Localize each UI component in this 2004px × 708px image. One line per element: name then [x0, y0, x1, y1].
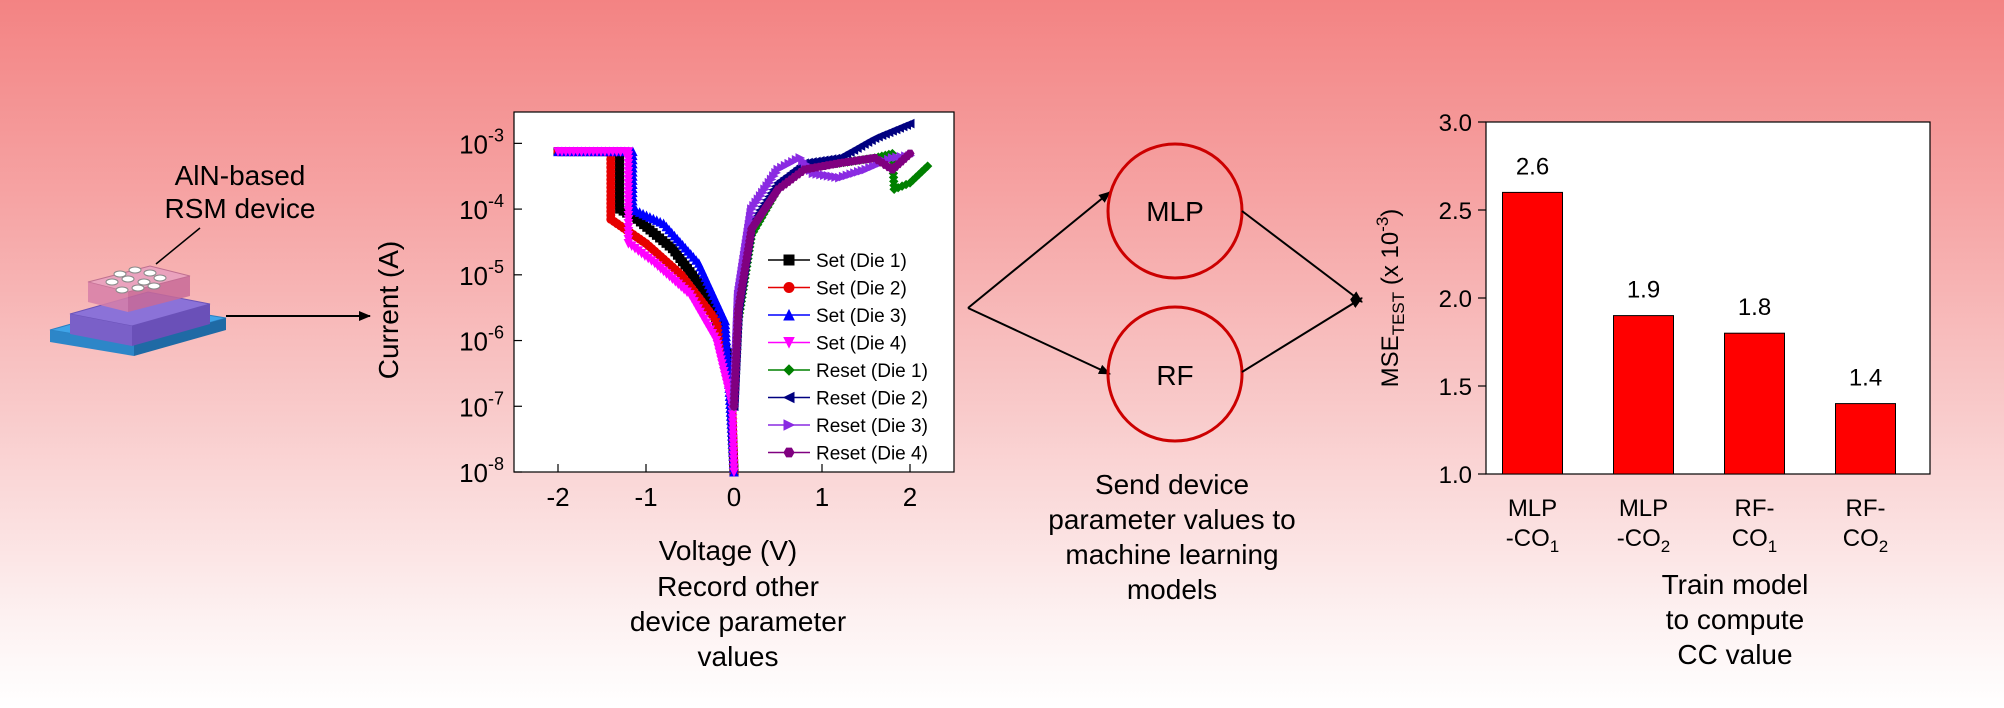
mse-bar-chart: 3.0 2.5 2.0 1.5 1.0 2.6 1.9 1.8 1.4 MLP -CO1 MLP -…	[1439, 110, 1931, 556]
iv-data-point	[729, 467, 739, 478]
iv-legend-label: Set (Die 4)	[816, 334, 907, 355]
arrow-to-mlp	[967, 191, 1111, 309]
iv-legend-entry: Set (Die 4)	[768, 334, 907, 355]
iv-legend-entry: Reset (Die 4)	[768, 444, 928, 465]
bar-value-label: 1.8	[1738, 294, 1771, 321]
iv-ytick-label: 10-4	[459, 191, 504, 225]
rsm-device-illustration	[49, 227, 227, 356]
iv-ytick-label: 10-5	[459, 257, 504, 291]
bar-ylabel: MSETEST (x 10-3)	[1373, 209, 1408, 388]
bar-category-label: RF-	[1735, 495, 1775, 522]
iv-legend-marker	[783, 364, 795, 376]
iv-xtick-label: 0	[727, 482, 741, 512]
rf-node	[1106, 305, 1244, 443]
models-caption-line2: parameter values to	[1048, 504, 1295, 535]
iv-legend-label: Set (Die 2)	[816, 279, 907, 300]
bar-category-label: MLP	[1619, 495, 1668, 522]
iv-legend-entry: Set (Die 1)	[768, 251, 907, 272]
bar-caption-line1: Train model	[1662, 569, 1809, 600]
iv-legend-label: Reset (Die 3)	[816, 416, 928, 437]
bar-value-label: 1.4	[1849, 365, 1882, 392]
iv-caption-line3: values	[698, 641, 779, 672]
iv-legend-label: Reset (Die 1)	[816, 361, 928, 382]
bar-1	[1502, 191, 1563, 475]
iv-xtick-label: 2	[903, 482, 917, 512]
device-label-line1: AlN-based	[175, 160, 306, 191]
bar-caption-line3: CC value	[1677, 639, 1792, 670]
device-label-line2: RSM device	[165, 193, 316, 224]
rf-label: RF	[1156, 360, 1193, 391]
iv-legend-label: Set (Die 1)	[816, 251, 907, 272]
arrow-to-rf	[967, 307, 1111, 375]
iv-legend-marker	[783, 447, 795, 458]
arrow-rf-to-chart	[1241, 297, 1363, 373]
iv-legend-entry: Reset (Die 1)	[768, 361, 928, 382]
bar-3	[1724, 332, 1785, 475]
arrow-mlp-to-chart	[1241, 210, 1363, 303]
bar-category-label-line2: CO1	[1732, 525, 1777, 556]
iv-ytick-label: 10-7	[459, 388, 504, 422]
iv-legend-entry: Reset (Die 3)	[768, 416, 928, 437]
iv-legend-marker	[783, 308, 795, 321]
iv-legend-marker	[782, 391, 795, 404]
iv-ytick-label: 10-8	[459, 454, 504, 488]
bar-ytick-label: 1.0	[1439, 462, 1472, 489]
iv-data-point	[922, 161, 933, 171]
bar-ytick-label: 3.0	[1439, 110, 1472, 137]
iv-series-8	[729, 149, 915, 411]
iv-data-point	[905, 149, 915, 158]
models-caption-line3: machine learning	[1065, 539, 1278, 570]
iv-legend-marker	[783, 282, 795, 293]
bar-4	[1835, 403, 1896, 475]
bar-2	[1613, 315, 1674, 475]
iv-legend-label: Reset (Die 2)	[816, 389, 928, 410]
iv-xtick-label: 1	[815, 482, 829, 512]
iv-xlabel: Voltage (V)	[659, 535, 798, 566]
models-caption-line1: Send device	[1095, 469, 1249, 500]
bar-value-label: 2.6	[1516, 153, 1549, 180]
iv-ytick-label: 10-3	[459, 125, 504, 159]
iv-ylabel: Current (A)	[373, 241, 404, 379]
bar-category-label-line2: -CO2	[1617, 525, 1670, 556]
iv-legend-label: Reset (Die 4)	[816, 444, 928, 465]
iv-legend-entry: Set (Die 3)	[768, 306, 907, 327]
bar-category-label: RF-	[1846, 495, 1886, 522]
bar-ytick-label: 2.5	[1439, 198, 1472, 225]
iv-legend-label: Set (Die 3)	[816, 306, 907, 327]
iv-data-point	[904, 118, 915, 129]
iv-legend-marker	[783, 254, 795, 266]
bar-value-label: 1.9	[1627, 277, 1660, 304]
bar-category-label: MLP	[1508, 495, 1557, 522]
iv-plot: 10-3 10-4 10-5 10-6 10-7 10-8 -2 -1 0 1 2 Set (Di…	[459, 111, 955, 512]
models-caption-line4: models	[1127, 574, 1217, 605]
mlp-label: MLP	[1146, 196, 1204, 227]
iv-xtick-label: -1	[634, 482, 657, 512]
bar-category-label-line2: CO2	[1843, 525, 1888, 556]
iv-legend-entry: Reset (Die 2)	[768, 389, 928, 410]
bar-ytick-label: 2.0	[1439, 286, 1472, 313]
bar-category-label-line2: -CO1	[1506, 525, 1559, 556]
iv-xtick-label: -2	[546, 482, 569, 512]
iv-legend-entry: Set (Die 2)	[768, 279, 907, 300]
iv-caption-line1: Record other	[657, 571, 819, 602]
bar-caption-line2: to compute	[1666, 604, 1805, 635]
iv-legend-marker	[783, 419, 796, 431]
iv-legend-marker	[783, 337, 795, 349]
iv-ytick-label: 10-6	[459, 323, 504, 357]
iv-caption-line2: device parameter	[630, 606, 846, 637]
bar-ytick-label: 1.5	[1439, 374, 1472, 401]
